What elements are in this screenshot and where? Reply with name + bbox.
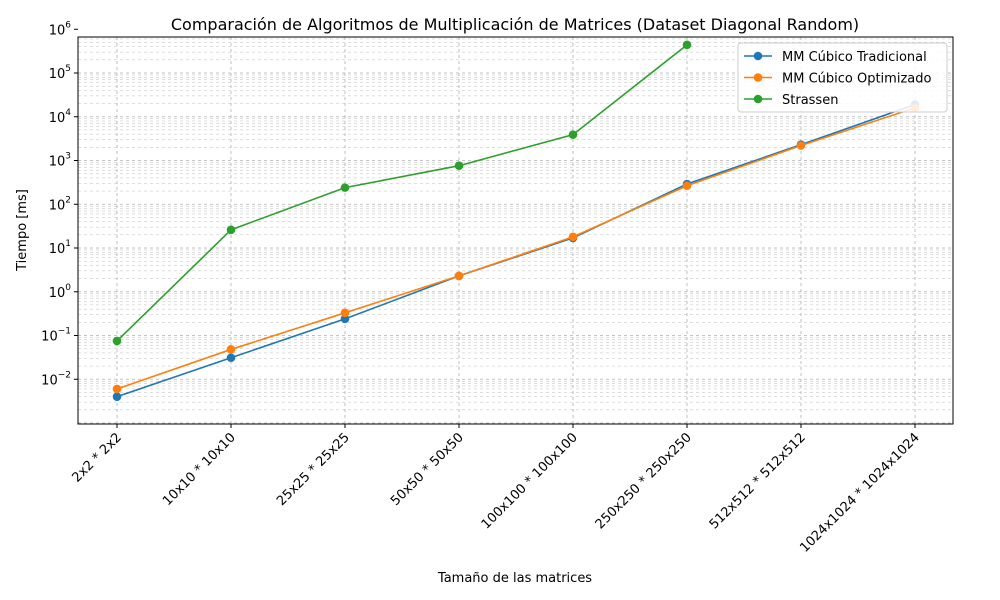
series-2 [112, 40, 692, 346]
legend-marker [753, 51, 763, 61]
y-tick-label: 10−2 [41, 370, 71, 388]
series-line [116, 107, 916, 390]
x-tick-label: 250x250 * 250x250 [593, 430, 695, 532]
data-point [112, 336, 122, 346]
data-point [340, 308, 350, 318]
legend: MM Cúbico Tradicional MM Cúbico Optimizad… [737, 42, 948, 113]
x-tick-label: 25x25 * 25x25 [274, 430, 353, 509]
x-tick-label: 10x10 * 10x10 [160, 430, 239, 509]
data-point [454, 161, 464, 171]
data-point [226, 345, 236, 354]
data-point [112, 392, 122, 401]
legend-label: MM Cúbico Tradicional [782, 50, 927, 65]
legend-label: MM Cúbico Optimizado [782, 72, 931, 87]
x-tick-label: 512x512 * 512x512 [707, 430, 809, 532]
legend-box [737, 42, 948, 113]
y-tick-label: 103 [49, 152, 71, 170]
data-point [796, 141, 806, 150]
legend-marker [753, 94, 763, 104]
data-point [226, 225, 236, 235]
chart-title: Comparación de Algoritmos de Multiplicac… [171, 15, 859, 34]
data-point [112, 384, 122, 394]
data-point [682, 40, 692, 50]
y-axis-label: Tiempo [ms] [15, 189, 30, 272]
y-axis: 10−2 10−1 100 101 102 103 104 105 106 [41, 20, 78, 388]
data-point [568, 232, 578, 242]
data-point [568, 130, 578, 139]
data-point [226, 353, 236, 363]
legend-marker [753, 73, 763, 82]
y-tick-label: 105 [49, 64, 71, 82]
data-point [340, 314, 350, 324]
x-tick-label: 100x100 * 100x100 [479, 430, 581, 532]
x-tick-label: 2x2 * 2x2 [69, 430, 124, 485]
y-tick-label: 101 [49, 239, 71, 257]
y-tick-label: 106 [49, 20, 72, 38]
y-tick-label: 104 [49, 108, 72, 126]
x-axis: 2x2 * 2x2 10x10 * 10x10 25x25 * 25x25 50x50… [69, 424, 923, 556]
series-layer [112, 40, 920, 401]
series-line [116, 44, 688, 342]
plot-frame [77, 36, 954, 425]
x-axis-label: Tamaño de las matrices [437, 571, 592, 586]
y-tick-label: 10−1 [41, 327, 71, 345]
x-tick-label: 50x50 * 50x50 [388, 430, 467, 509]
y-tick-label: 100 [49, 283, 72, 301]
legend-label: Strassen [782, 93, 838, 108]
data-point [340, 183, 350, 192]
y-tick-label: 102 [49, 195, 71, 213]
grid [78, 37, 953, 424]
data-point [682, 181, 692, 191]
data-point [454, 271, 464, 281]
x-tick-label: 1024x1024 * 1024x1024 [797, 430, 923, 556]
